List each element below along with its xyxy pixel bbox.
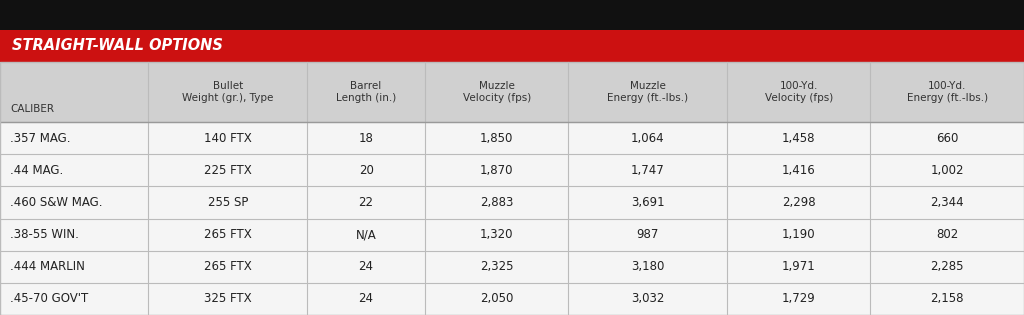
- Text: 2,344: 2,344: [931, 196, 964, 209]
- Text: 3,180: 3,180: [631, 260, 665, 273]
- Text: 2,285: 2,285: [931, 260, 964, 273]
- Text: .45-70 GOV'T: .45-70 GOV'T: [10, 292, 88, 306]
- Text: 2,883: 2,883: [480, 196, 513, 209]
- Text: 255 SP: 255 SP: [208, 196, 248, 209]
- Text: 1,320: 1,320: [480, 228, 513, 241]
- Bar: [0, 30, 1024, 62]
- Text: 2,325: 2,325: [480, 260, 513, 273]
- Bar: [0, 154, 1024, 186]
- Text: 1,002: 1,002: [931, 164, 964, 177]
- Text: 24: 24: [358, 292, 374, 306]
- Text: 22: 22: [358, 196, 374, 209]
- Text: 3,032: 3,032: [631, 292, 665, 306]
- Text: 987: 987: [637, 228, 658, 241]
- Text: 2,158: 2,158: [931, 292, 964, 306]
- Text: 325 FTX: 325 FTX: [204, 292, 252, 306]
- Text: .460 S&W MAG.: .460 S&W MAG.: [10, 196, 102, 209]
- Text: Muzzle
Energy (ft.-lbs.): Muzzle Energy (ft.-lbs.): [607, 81, 688, 103]
- Text: 1,870: 1,870: [480, 164, 513, 177]
- Text: 18: 18: [358, 132, 374, 145]
- Text: 100-Yd.
Energy (ft.-lbs.): 100-Yd. Energy (ft.-lbs.): [906, 81, 988, 103]
- Text: 1,064: 1,064: [631, 132, 665, 145]
- Text: Barrel
Length (in.): Barrel Length (in.): [336, 81, 396, 103]
- Bar: [0, 251, 1024, 283]
- Text: 802: 802: [936, 228, 958, 241]
- Bar: [0, 219, 1024, 251]
- Text: .444 MARLIN: .444 MARLIN: [10, 260, 85, 273]
- Text: 1,971: 1,971: [782, 260, 815, 273]
- Text: 1,458: 1,458: [782, 132, 815, 145]
- Text: 2,298: 2,298: [782, 196, 815, 209]
- Text: .357 MAG.: .357 MAG.: [10, 132, 71, 145]
- Text: .44 MAG.: .44 MAG.: [10, 164, 63, 177]
- Text: 100-Yd.
Velocity (fps): 100-Yd. Velocity (fps): [765, 81, 833, 103]
- Text: 1,747: 1,747: [631, 164, 665, 177]
- Text: CALIBER: CALIBER: [10, 104, 54, 114]
- Bar: [0, 122, 1024, 154]
- Text: 265 FTX: 265 FTX: [204, 260, 252, 273]
- Bar: [0, 283, 1024, 315]
- Text: 1,416: 1,416: [782, 164, 815, 177]
- Text: 1,729: 1,729: [782, 292, 815, 306]
- Text: 140 FTX: 140 FTX: [204, 132, 252, 145]
- Text: 1,850: 1,850: [480, 132, 513, 145]
- Text: 20: 20: [358, 164, 374, 177]
- Text: 3,691: 3,691: [631, 196, 665, 209]
- Bar: [0, 186, 1024, 219]
- Text: Muzzle
Velocity (fps): Muzzle Velocity (fps): [463, 81, 530, 103]
- Text: STRAIGHT-WALL OPTIONS: STRAIGHT-WALL OPTIONS: [12, 38, 223, 54]
- Text: 1,190: 1,190: [782, 228, 815, 241]
- Text: 2,050: 2,050: [480, 292, 513, 306]
- Text: 24: 24: [358, 260, 374, 273]
- Bar: [0, 62, 1024, 122]
- Text: 265 FTX: 265 FTX: [204, 228, 252, 241]
- Bar: [0, 0, 1024, 30]
- Text: Bullet
Weight (gr.), Type: Bullet Weight (gr.), Type: [182, 81, 273, 103]
- Text: 660: 660: [936, 132, 958, 145]
- Text: .38-55 WIN.: .38-55 WIN.: [10, 228, 79, 241]
- Text: N/A: N/A: [355, 228, 377, 241]
- Text: 225 FTX: 225 FTX: [204, 164, 252, 177]
